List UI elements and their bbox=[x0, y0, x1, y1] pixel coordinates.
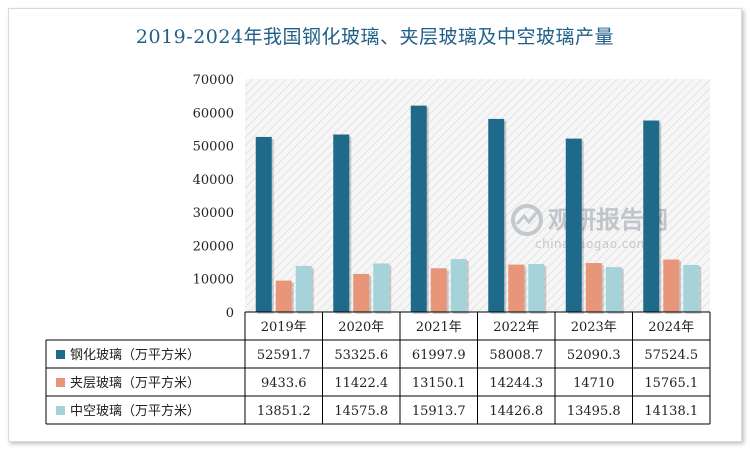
bar bbox=[353, 273, 370, 312]
bar bbox=[508, 264, 525, 312]
data-table-cell: 14244.3 bbox=[489, 376, 543, 391]
data-table-cell: 52591.7 bbox=[257, 348, 311, 363]
bar bbox=[295, 265, 312, 312]
x-category-label: 2021年 bbox=[416, 320, 462, 335]
bar bbox=[488, 118, 505, 312]
bar bbox=[333, 134, 350, 312]
bar bbox=[585, 263, 602, 312]
data-table-cell: 57524.5 bbox=[644, 348, 698, 363]
watermark-url: chinabaogao.com bbox=[535, 237, 649, 251]
data-table-cell: 9433.6 bbox=[261, 376, 307, 391]
x-category-label: 2023年 bbox=[571, 320, 617, 335]
legend-swatch bbox=[56, 350, 65, 359]
y-tick-label: 0 bbox=[226, 306, 234, 321]
x-category-label: 2019年 bbox=[261, 320, 307, 335]
y-tick-label: 30000 bbox=[193, 206, 234, 221]
legend-swatch bbox=[56, 378, 65, 387]
data-table-cell: 52090.3 bbox=[567, 348, 621, 363]
data-table-cell: 13150.1 bbox=[412, 376, 466, 391]
bar bbox=[450, 259, 467, 312]
x-category-label: 2024年 bbox=[648, 320, 694, 335]
data-table-cell: 58008.7 bbox=[489, 348, 543, 363]
bar bbox=[565, 138, 582, 312]
data-table-cell: 14710 bbox=[573, 376, 614, 391]
legend-series-label: 中空玻璃（万平方米） bbox=[70, 403, 200, 419]
data-table-cell: 14138.1 bbox=[644, 404, 698, 419]
bar bbox=[275, 280, 292, 312]
bar bbox=[663, 259, 680, 312]
data-table-cell: 11422.4 bbox=[334, 376, 388, 391]
chart-title: 2019-2024年我国钢化玻璃、夹层玻璃及中空玻璃产量 bbox=[135, 26, 615, 48]
data-table-cell: 53325.6 bbox=[334, 348, 388, 363]
y-tick-label: 50000 bbox=[193, 140, 234, 155]
y-tick-label: 60000 bbox=[193, 106, 234, 121]
legend-series-label: 夹层玻璃（万平方米） bbox=[70, 375, 200, 391]
data-table-cell: 15913.7 bbox=[412, 404, 466, 419]
bar bbox=[605, 267, 622, 312]
data-table-cell: 13851.2 bbox=[257, 404, 311, 419]
y-tick-label: 10000 bbox=[193, 273, 234, 288]
y-tick-label: 20000 bbox=[193, 239, 234, 254]
y-tick-label: 70000 bbox=[193, 73, 234, 88]
data-table-cell: 14426.8 bbox=[489, 404, 543, 419]
legend-series-label: 钢化玻璃（万平方米） bbox=[70, 347, 200, 363]
data-table-cell: 13495.8 bbox=[567, 404, 621, 419]
data-table-cell: 15765.1 bbox=[644, 376, 698, 391]
bar bbox=[528, 263, 545, 312]
data-table-cell: 14575.8 bbox=[334, 404, 388, 419]
bar bbox=[255, 136, 272, 312]
y-tick-label: 40000 bbox=[193, 173, 234, 188]
bar bbox=[643, 120, 660, 312]
data-table-cell: 61997.9 bbox=[412, 348, 466, 363]
x-category-label: 2020年 bbox=[338, 320, 384, 335]
bar bbox=[430, 268, 447, 312]
plot-area-background bbox=[245, 79, 710, 312]
legend-swatch bbox=[56, 406, 65, 415]
bar bbox=[410, 105, 427, 312]
x-category-label: 2022年 bbox=[493, 320, 539, 335]
bar bbox=[683, 264, 700, 312]
bar bbox=[373, 263, 390, 312]
watermark-logo-icon bbox=[511, 204, 543, 236]
